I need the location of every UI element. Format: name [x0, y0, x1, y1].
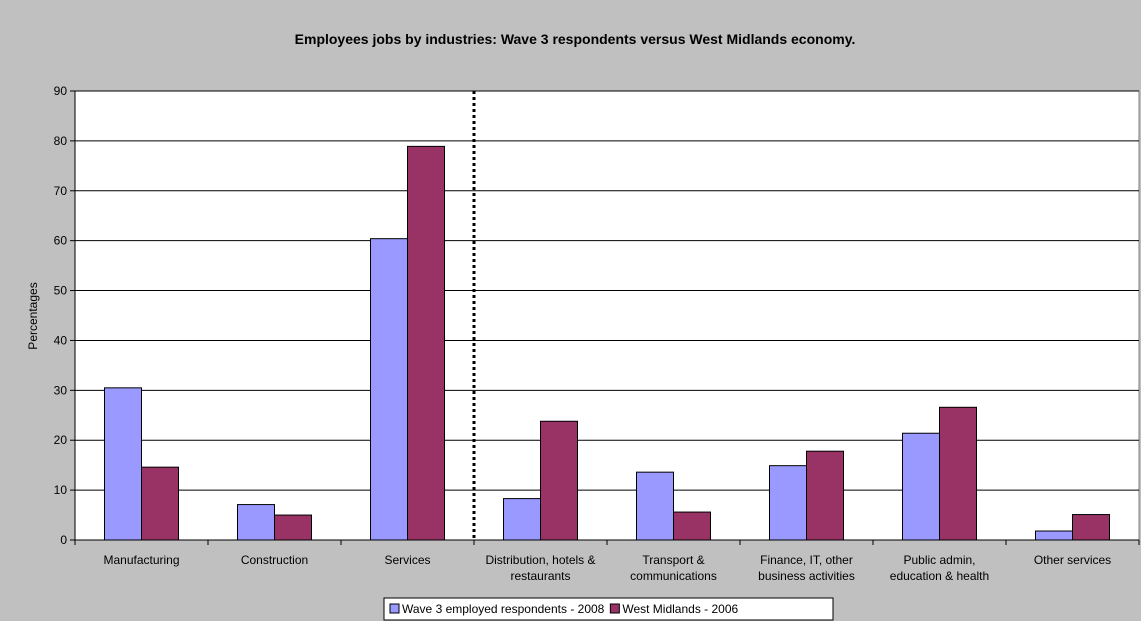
legend-swatch — [609, 603, 620, 614]
bar — [237, 504, 275, 541]
y-tick-label: 40 — [54, 333, 68, 347]
x-tick-label: Construction — [241, 553, 308, 567]
y-tick-label: 20 — [54, 433, 68, 447]
plot-area — [74, 90, 1140, 541]
y-tick-label: 30 — [54, 383, 68, 397]
y-tick-label: 90 — [54, 84, 68, 98]
x-tick-label: Public admin, — [903, 553, 975, 567]
bar — [1072, 514, 1110, 541]
bar — [274, 514, 312, 541]
legend-label: Wave 3 employed respondents - 2008 — [402, 602, 605, 616]
x-tick-label: Manufacturing — [103, 553, 179, 567]
x-tick-label: Transport & — [642, 553, 704, 567]
bar — [104, 387, 142, 541]
bar — [1035, 530, 1073, 541]
bar — [540, 420, 578, 541]
y-tick-label: 80 — [54, 134, 68, 148]
bar — [407, 145, 445, 541]
legend-box — [383, 597, 834, 621]
y-tick-label: 10 — [54, 483, 68, 497]
y-tick-label: 50 — [54, 284, 68, 298]
bar — [806, 450, 844, 541]
legend-swatch — [389, 603, 400, 614]
x-tick-label: Distribution, hotels & — [485, 553, 595, 567]
x-tick-label: communications — [630, 569, 717, 583]
y-tick-label: 60 — [54, 234, 68, 248]
bar — [636, 471, 674, 541]
y-axis-title: Percentages — [26, 282, 40, 349]
bar — [370, 238, 408, 541]
bar — [902, 432, 940, 541]
bar — [141, 466, 179, 541]
bars — [104, 91, 1110, 541]
bar — [939, 406, 977, 541]
x-tick-label: Services — [384, 553, 430, 567]
legend-label: West Midlands - 2006 — [622, 602, 738, 616]
axes: 0 10 20 30 40 50 60 70 80 90 Manufacturing Construc… — [54, 84, 1140, 583]
gridlines — [75, 90, 1139, 491]
x-tick-label: Finance, IT, other — [760, 553, 853, 567]
legend: Wave 3 employed respondents - 2008 West M… — [383, 597, 834, 621]
bar — [503, 498, 541, 541]
x-tick-label: business activities — [758, 569, 855, 583]
bar — [673, 511, 711, 541]
x-tick-label: Other services — [1034, 553, 1111, 567]
chart-title: Employees jobs by industries: Wave 3 res… — [295, 31, 856, 47]
y-tick-label: 70 — [54, 184, 68, 198]
x-tick-label: education & health — [890, 569, 989, 583]
bar — [769, 465, 807, 541]
y-tick-label: 0 — [60, 533, 67, 547]
x-tick-label: restaurants — [510, 569, 570, 583]
